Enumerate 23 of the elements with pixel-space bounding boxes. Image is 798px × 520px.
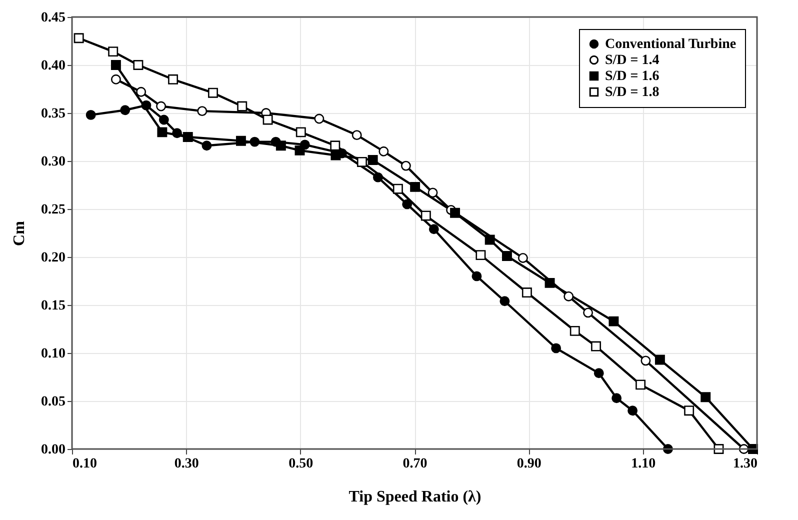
legend-label: Conventional Turbine [605, 37, 736, 52]
y-axis-title: Cm [11, 220, 28, 246]
y-tick-label: 0.40 [41, 58, 66, 74]
x-axis-title: Tip Speed Ratio (λ) [348, 488, 482, 506]
y-tick-label: 0.35 [41, 106, 66, 122]
y-tick-label: 0.10 [41, 346, 66, 362]
y-tick-label: 0.20 [41, 250, 66, 266]
y-tick-label: 0.15 [41, 298, 66, 314]
y-tick-label: 0.00 [41, 442, 66, 458]
x-tick-label: 1.10 [631, 456, 656, 472]
x-tick-label: 0.10 [72, 456, 97, 472]
x-tick-label: 0.70 [402, 456, 428, 472]
y-tick-label: 0.30 [41, 154, 66, 170]
legend-label: S/D = 1.8 [605, 85, 660, 100]
legend-label: S/D = 1.6 [605, 69, 660, 84]
legend-label: S/D = 1.4 [605, 53, 660, 68]
x-tick-label: 0.50 [288, 456, 314, 472]
y-tick-label: 0.45 [41, 10, 66, 26]
y-tick-label: 0.05 [41, 394, 66, 410]
y-tick-label: 0.25 [41, 202, 66, 218]
x-tick-label: 0.30 [174, 456, 199, 472]
x-tick-label: 1.30 [733, 456, 758, 472]
x-tick-label: 0.90 [516, 456, 542, 472]
